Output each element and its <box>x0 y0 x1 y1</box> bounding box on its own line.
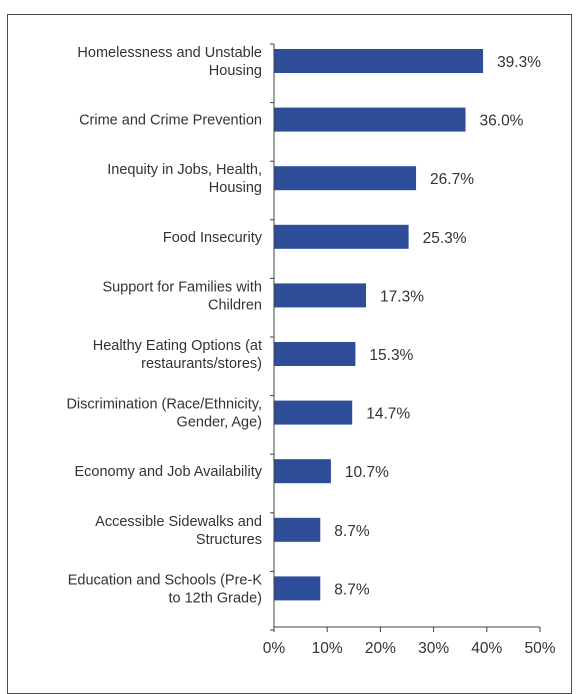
data-label: 14.7% <box>366 406 410 423</box>
category-label: Inequity in Jobs, Health, Housing <box>107 162 262 196</box>
category-label-line: Food Insecurity <box>163 230 263 246</box>
bar <box>274 517 321 542</box>
category-label-line: Housing <box>209 180 262 196</box>
data-label: 8.7% <box>334 581 370 598</box>
data-label: 8.7% <box>334 523 370 540</box>
bar <box>274 576 321 601</box>
category-label-line: to 12th Grade) <box>169 590 263 606</box>
category-label-line: Gender, Age) <box>177 415 262 431</box>
category-labels: Homelessness and Unstable Housing Crime an… <box>66 45 262 606</box>
category-label-line: Discrimination (Race/Ethnicity, <box>66 397 262 413</box>
x-tick-label: 40% <box>471 640 502 657</box>
category-label-line: Children <box>208 297 262 313</box>
data-label: 25.3% <box>423 230 467 247</box>
x-tick-label: 0% <box>263 640 286 657</box>
category-label: Food Insecurity <box>163 230 263 246</box>
category-label: Economy and Job Availability <box>74 464 262 480</box>
data-label: 36.0% <box>480 113 524 130</box>
category-label-line: Support for Families with <box>102 279 262 295</box>
bar <box>274 166 417 191</box>
category-label: Education and Schools (Pre-K to 12th Grad… <box>68 572 263 606</box>
value-labels: 39.3% 36.0% 26.7% 25.3% 17.3% 15.3% 14.7% 10.7%… <box>334 54 541 598</box>
data-label: 17.3% <box>380 288 424 305</box>
bar <box>274 283 367 308</box>
x-tick-label: 10% <box>312 640 343 657</box>
bar <box>274 49 484 73</box>
category-label: Support for Families with Children <box>102 279 262 313</box>
category-label: Discrimination (Race/Ethnicity, Gender, A… <box>66 397 262 431</box>
data-label: 39.3% <box>497 54 541 71</box>
bar <box>274 400 353 425</box>
bar <box>274 459 331 484</box>
bar <box>274 224 409 249</box>
category-label-line: Inequity in Jobs, Health, <box>107 162 262 178</box>
category-label-line: Accessible Sidewalks and <box>95 514 262 530</box>
x-tick-label: 30% <box>418 640 449 657</box>
x-tick-label: 20% <box>365 640 396 657</box>
bars-layer <box>274 49 484 601</box>
category-label-line: Healthy Eating Options (at <box>93 338 262 354</box>
axes <box>270 43 541 632</box>
category-label-line: Economy and Job Availability <box>74 464 262 480</box>
data-label: 15.3% <box>369 347 413 364</box>
chart-frame: Homelessness and Unstable Housing Crime an… <box>7 14 572 694</box>
category-label-line: Crime and Crime Prevention <box>79 113 262 129</box>
data-label: 26.7% <box>430 171 474 188</box>
data-label: 10.7% <box>345 464 389 481</box>
category-label-line: restaurants/stores) <box>141 356 262 372</box>
category-label-line: Education and Schools (Pre-K <box>68 572 263 588</box>
category-label-line: Structures <box>196 532 262 548</box>
category-label-line: Housing <box>209 63 262 79</box>
bar <box>274 107 466 132</box>
category-label: Crime and Crime Prevention <box>79 113 262 129</box>
bar-chart: Homelessness and Unstable Housing Crime an… <box>66 43 556 657</box>
category-label: Accessible Sidewalks and Structures <box>95 514 262 548</box>
bar <box>274 342 356 366</box>
category-label: Homelessness and Unstable Housing <box>77 45 262 79</box>
x-tick-labels: 0% 10% 20% 30% 40% 50% <box>263 640 556 657</box>
category-label: Healthy Eating Options (at restaurants/st… <box>93 338 262 372</box>
x-tick-label: 50% <box>524 640 555 657</box>
category-label-line: Homelessness and Unstable <box>77 45 262 61</box>
